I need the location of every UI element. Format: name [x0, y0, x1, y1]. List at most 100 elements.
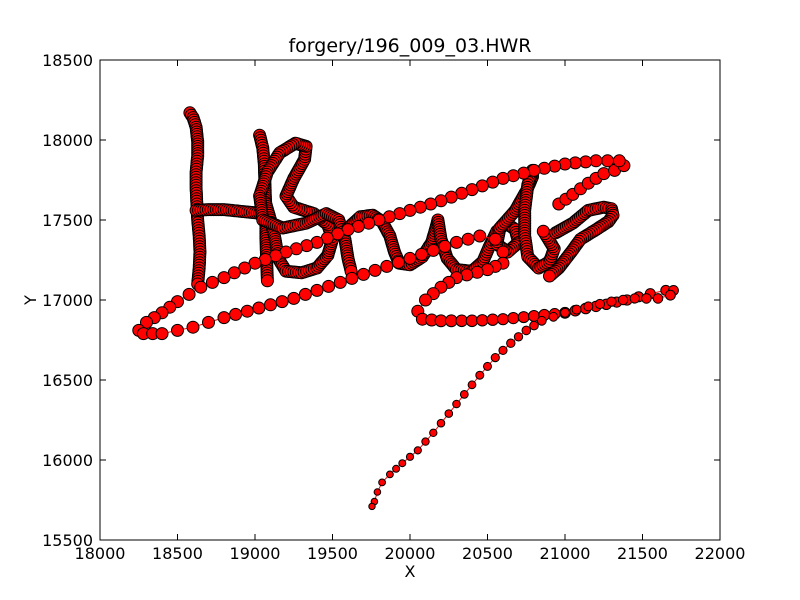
data-point	[548, 159, 562, 173]
data-point	[436, 418, 446, 428]
data-point	[217, 271, 231, 285]
y-axis-title: Y	[21, 295, 40, 306]
data-point	[398, 459, 407, 468]
stroke-7	[132, 154, 679, 511]
data-point	[521, 325, 532, 336]
data-point	[240, 304, 254, 318]
data-point	[368, 263, 382, 277]
data-point	[194, 280, 208, 294]
data-point	[171, 323, 184, 337]
data-point	[513, 332, 524, 342]
data-point	[601, 154, 615, 168]
data-point	[378, 478, 387, 487]
x-axis-title: X	[405, 562, 416, 581]
data-point	[465, 314, 479, 328]
data-point	[252, 301, 266, 315]
data-point	[476, 314, 489, 327]
data-point	[392, 464, 401, 473]
chart-title: forgery/196_009_03.HWR	[288, 35, 531, 57]
data-point	[452, 399, 461, 409]
data-point	[473, 229, 487, 243]
data-point	[548, 311, 559, 322]
data-point	[490, 353, 500, 363]
data-point	[444, 409, 454, 418]
data-point	[217, 311, 231, 325]
data-point	[461, 232, 475, 246]
data-point	[229, 307, 243, 321]
y-tick-label: 17500	[42, 211, 93, 230]
data-point	[450, 235, 463, 249]
data-point	[421, 437, 430, 446]
y-tick-label: 16000	[42, 451, 93, 470]
data-point	[536, 224, 550, 238]
plot-area	[132, 106, 679, 511]
data-point	[391, 255, 405, 269]
data-point	[415, 247, 429, 261]
data-point	[543, 269, 556, 283]
data-point	[155, 327, 169, 341]
data-point	[298, 287, 312, 301]
data-point	[597, 167, 611, 181]
data-point	[405, 452, 415, 461]
data-point	[665, 289, 676, 301]
data-point	[488, 232, 502, 246]
data-point	[617, 294, 629, 306]
x-tick-label: 20000	[385, 544, 436, 563]
data-point	[368, 502, 376, 511]
data-point	[529, 320, 539, 331]
x-tick-label: 21500	[617, 544, 668, 563]
x-tick-label: 18000	[75, 544, 126, 563]
data-point	[264, 298, 277, 312]
data-point	[483, 361, 492, 371]
data-point	[594, 298, 606, 310]
data-point	[498, 345, 508, 355]
data-point	[386, 470, 394, 479]
data-point	[583, 301, 594, 312]
data-point	[612, 154, 626, 168]
data-point	[507, 312, 520, 325]
x-tick-label: 20500	[462, 544, 513, 563]
data-point	[310, 283, 324, 297]
data-point	[606, 296, 617, 307]
data-point	[373, 488, 382, 496]
data-point	[380, 259, 394, 273]
data-point	[357, 267, 370, 281]
data-point	[186, 320, 200, 334]
data-point	[517, 311, 530, 324]
data-point	[438, 239, 452, 253]
y-tick-label: 16500	[42, 371, 93, 390]
data-point	[345, 271, 359, 285]
data-point	[496, 245, 510, 259]
data-point	[629, 293, 640, 304]
x-tick-label: 18500	[152, 544, 203, 563]
data-point	[419, 293, 432, 307]
data-point	[459, 390, 469, 399]
x-tick-label: 22000	[695, 544, 746, 563]
stroke-6	[543, 200, 620, 283]
data-point	[429, 428, 438, 437]
data-point	[202, 315, 215, 329]
x-tick-label: 21000	[540, 544, 591, 563]
data-point	[238, 261, 252, 275]
y-tick-label: 17000	[42, 291, 93, 310]
y-tick-label: 18500	[42, 51, 93, 70]
data-point	[260, 274, 274, 288]
data-point	[475, 370, 485, 380]
data-point	[467, 380, 477, 390]
data-point	[287, 291, 301, 305]
data-point	[641, 293, 652, 304]
data-point	[182, 287, 196, 301]
data-point	[496, 313, 510, 326]
data-point	[506, 338, 516, 348]
data-point	[275, 295, 289, 309]
data-point	[413, 446, 422, 455]
y-tick-label: 18000	[42, 131, 93, 150]
data-point	[486, 313, 499, 326]
x-tick-label: 19000	[230, 544, 281, 563]
x-tick-label: 19500	[307, 544, 358, 563]
data-point	[652, 293, 664, 304]
data-point	[571, 304, 582, 315]
data-point	[403, 251, 417, 265]
